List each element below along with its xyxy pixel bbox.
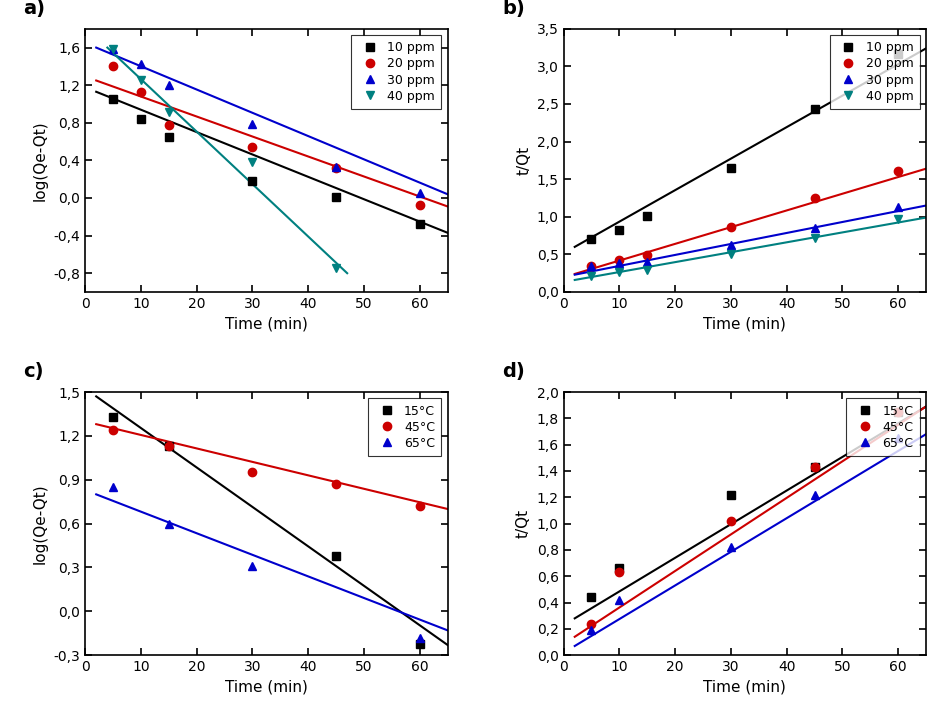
Text: d): d) [501, 362, 524, 382]
Y-axis label: t/Qt: t/Qt [515, 146, 531, 175]
Text: c): c) [24, 362, 43, 382]
Legend: 10 ppm, 20 ppm, 30 ppm, 40 ppm: 10 ppm, 20 ppm, 30 ppm, 40 ppm [351, 35, 441, 109]
Text: a): a) [24, 0, 45, 18]
Y-axis label: log(Qe-Qt): log(Qe-Qt) [33, 483, 48, 564]
Y-axis label: log(Qe-Qt): log(Qe-Qt) [33, 120, 48, 201]
Legend: 15°C, 45°C, 65°C: 15°C, 45°C, 65°C [846, 398, 919, 456]
X-axis label: Time (min): Time (min) [225, 680, 308, 695]
Legend: 10 ppm, 20 ppm, 30 ppm, 40 ppm: 10 ppm, 20 ppm, 30 ppm, 40 ppm [829, 35, 919, 109]
X-axis label: Time (min): Time (min) [702, 316, 785, 331]
Legend: 15°C, 45°C, 65°C: 15°C, 45°C, 65°C [367, 398, 441, 456]
X-axis label: Time (min): Time (min) [225, 316, 308, 331]
Text: b): b) [501, 0, 524, 18]
X-axis label: Time (min): Time (min) [702, 680, 785, 695]
Y-axis label: t/Qt: t/Qt [515, 509, 531, 538]
